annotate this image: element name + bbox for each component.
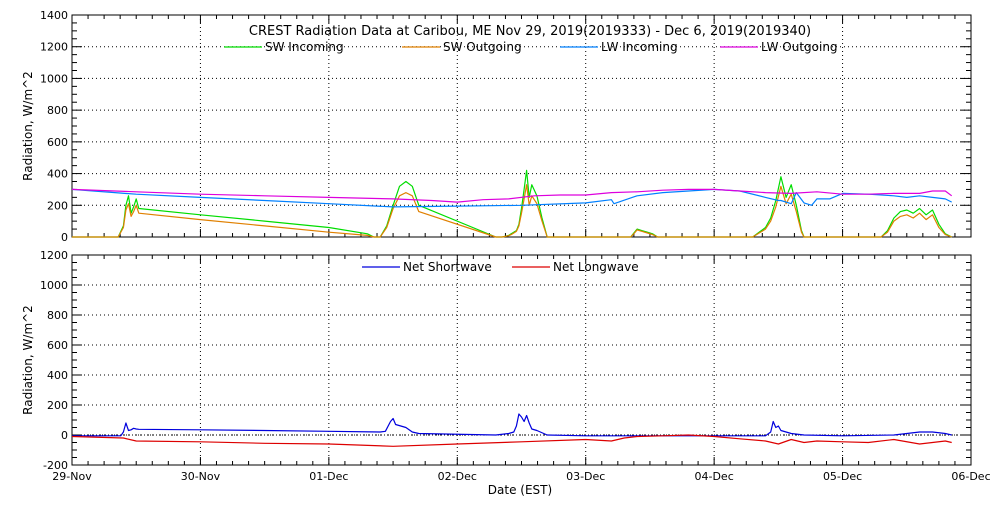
y-tick-label: 800 [47, 309, 68, 322]
legend-label: Net Shortwave [403, 260, 492, 274]
y-tick-label: 0 [61, 231, 68, 244]
top-series-group [71, 169, 953, 238]
legend-label: Net Longwave [553, 260, 639, 274]
y-tick-label: 600 [47, 136, 68, 149]
chart-title: CREST Radiation Data at Caribou, ME Nov … [249, 24, 811, 39]
y-tick-label: 1000 [40, 72, 68, 85]
bottom-ylabel: Radiation, W/m^2 [21, 305, 35, 415]
legend-label: SW Incoming [265, 40, 344, 54]
legend-label: SW Outgoing [443, 40, 522, 54]
y-tick-label: 200 [47, 399, 68, 412]
x-tick-label: 29-Nov [52, 470, 92, 483]
top-panel: 0 200 400 600 800 1000 1200 1400 CREST Radiatio… [21, 9, 972, 244]
bottom-series-group [71, 413, 952, 447]
x-tick-label: 05-Dec [823, 470, 862, 483]
y-tick-label: 600 [47, 339, 68, 352]
y-tick-label: 1400 [40, 9, 68, 22]
x-tick-label: 30-Nov [181, 470, 221, 483]
y-tick-label: 400 [47, 168, 68, 181]
y-tick-label: 1000 [40, 279, 68, 292]
series-line-lw-incoming [71, 188, 952, 208]
top-legend: SW Incoming SW Outgoing LW Incoming LW Outg… [224, 40, 838, 54]
bottom-legend: Net Shortwave Net Longwave [362, 260, 639, 274]
y-tick-label: 1200 [40, 41, 68, 54]
top-grid [72, 15, 971, 237]
legend-label: LW Outgoing [761, 40, 838, 54]
y-tick-label: -200 [43, 459, 68, 472]
bottom-grid [72, 255, 971, 465]
series-line-sw-outgoing [72, 184, 952, 238]
y-tick-label: 400 [47, 369, 68, 382]
y-tick-label: 200 [47, 199, 68, 212]
legend-label: LW Incoming [601, 40, 678, 54]
x-tick-label: 03-Dec [566, 470, 605, 483]
bottom-ticks: -200 0 200 400 600 800 1000 1200 29-Nov 30-Nov 01-… [40, 249, 991, 483]
y-tick-label: 1200 [40, 249, 68, 262]
bottom-panel: -200 0 200 400 600 800 1000 1200 29-Nov 30-Nov 01-… [21, 249, 991, 497]
series-line-net-longwave [71, 434, 952, 447]
y-tick-label: 0 [61, 429, 68, 442]
bottom-xlabel: Date (EST) [488, 483, 552, 497]
top-ylabel: Radiation, W/m^2 [21, 71, 35, 181]
x-tick-label: 04-Dec [695, 470, 734, 483]
x-tick-label: 02-Dec [438, 470, 477, 483]
x-tick-label: 01-Dec [309, 470, 348, 483]
series-line-net-shortwave [72, 413, 952, 437]
x-tick-label: 06-Dec [951, 470, 990, 483]
series-line-lw-outgoing [71, 188, 953, 203]
y-tick-label: 800 [47, 104, 68, 117]
